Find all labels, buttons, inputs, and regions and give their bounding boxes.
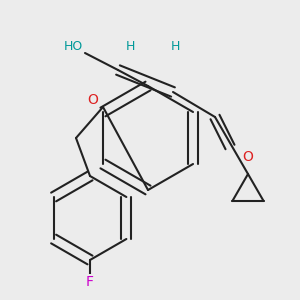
Text: H: H [125, 40, 135, 53]
Text: O: O [88, 93, 98, 107]
Text: F: F [84, 273, 96, 291]
Text: O: O [85, 91, 100, 109]
Text: H: H [170, 40, 180, 53]
Text: HO: HO [59, 38, 87, 56]
Text: O: O [240, 148, 256, 166]
Text: O: O [243, 150, 254, 164]
Text: HO: HO [63, 40, 82, 53]
Text: H: H [168, 38, 182, 56]
Text: H: H [123, 38, 137, 56]
Text: F: F [86, 275, 94, 289]
